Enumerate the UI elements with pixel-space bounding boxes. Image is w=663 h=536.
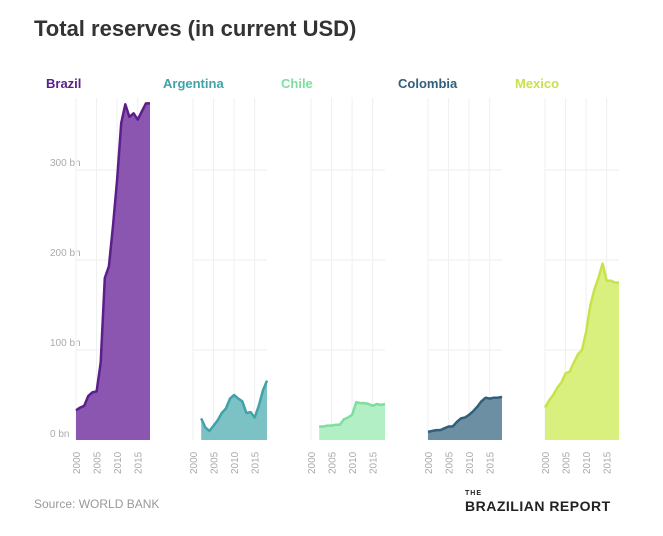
panel-label-mexico: Mexico (515, 76, 559, 91)
x-tick-label: 2010 (113, 451, 124, 474)
x-tick-label: 2015 (369, 451, 380, 474)
x-tick-label: 2000 (189, 451, 200, 474)
x-tick-label: 2015 (134, 451, 145, 474)
panel-label-argentina: Argentina (163, 76, 224, 91)
x-tick-label: 2015 (603, 451, 614, 474)
x-tick-label: 2000 (541, 451, 552, 474)
line-chile (319, 400, 386, 428)
x-tick-label: 2010 (348, 451, 359, 474)
line-mexico (543, 262, 619, 409)
y-tick-label: 100 bn (50, 338, 81, 349)
x-tick-label: 2000 (72, 451, 83, 474)
panel-label-brazil: Brazil (46, 76, 81, 91)
line-argentina (200, 380, 269, 433)
area-argentina (201, 380, 267, 440)
panel-label-chile: Chile (281, 76, 313, 91)
y-tick-label: 0 bn (50, 429, 69, 440)
x-tick-label: 2005 (210, 451, 221, 474)
x-tick-label: 2005 (562, 451, 573, 474)
line-colombia (427, 395, 503, 434)
area-brazil (76, 103, 150, 441)
x-tick-label: 2010 (582, 451, 593, 474)
panel-label-colombia: Colombia (398, 76, 458, 91)
x-tick-label: 2010 (465, 451, 476, 474)
x-tick-label: 2010 (230, 451, 241, 474)
line-brazil (75, 102, 150, 412)
x-tick-label: 2005 (328, 451, 339, 474)
y-tick-label: 300 bn (50, 158, 81, 169)
source-note: Source: WORLD BANK (34, 497, 160, 511)
brand-name: BRAZILIAN REPORT (465, 498, 611, 514)
x-tick-label: 2015 (251, 451, 262, 474)
chart-title: Total reserves (in current USD) (34, 16, 357, 41)
brand-prefix: THE (465, 490, 482, 497)
x-tick-label: 2005 (445, 451, 456, 474)
area-chile (319, 402, 385, 440)
y-tick-label: 200 bn (50, 248, 81, 259)
brand-logo: THE BRAZILIAN REPORT (465, 490, 611, 514)
x-tick-label: 2000 (424, 451, 435, 474)
x-tick-label: 2000 (307, 451, 318, 474)
x-tick-label: 2015 (486, 451, 497, 474)
x-tick-label: 2005 (93, 451, 104, 474)
